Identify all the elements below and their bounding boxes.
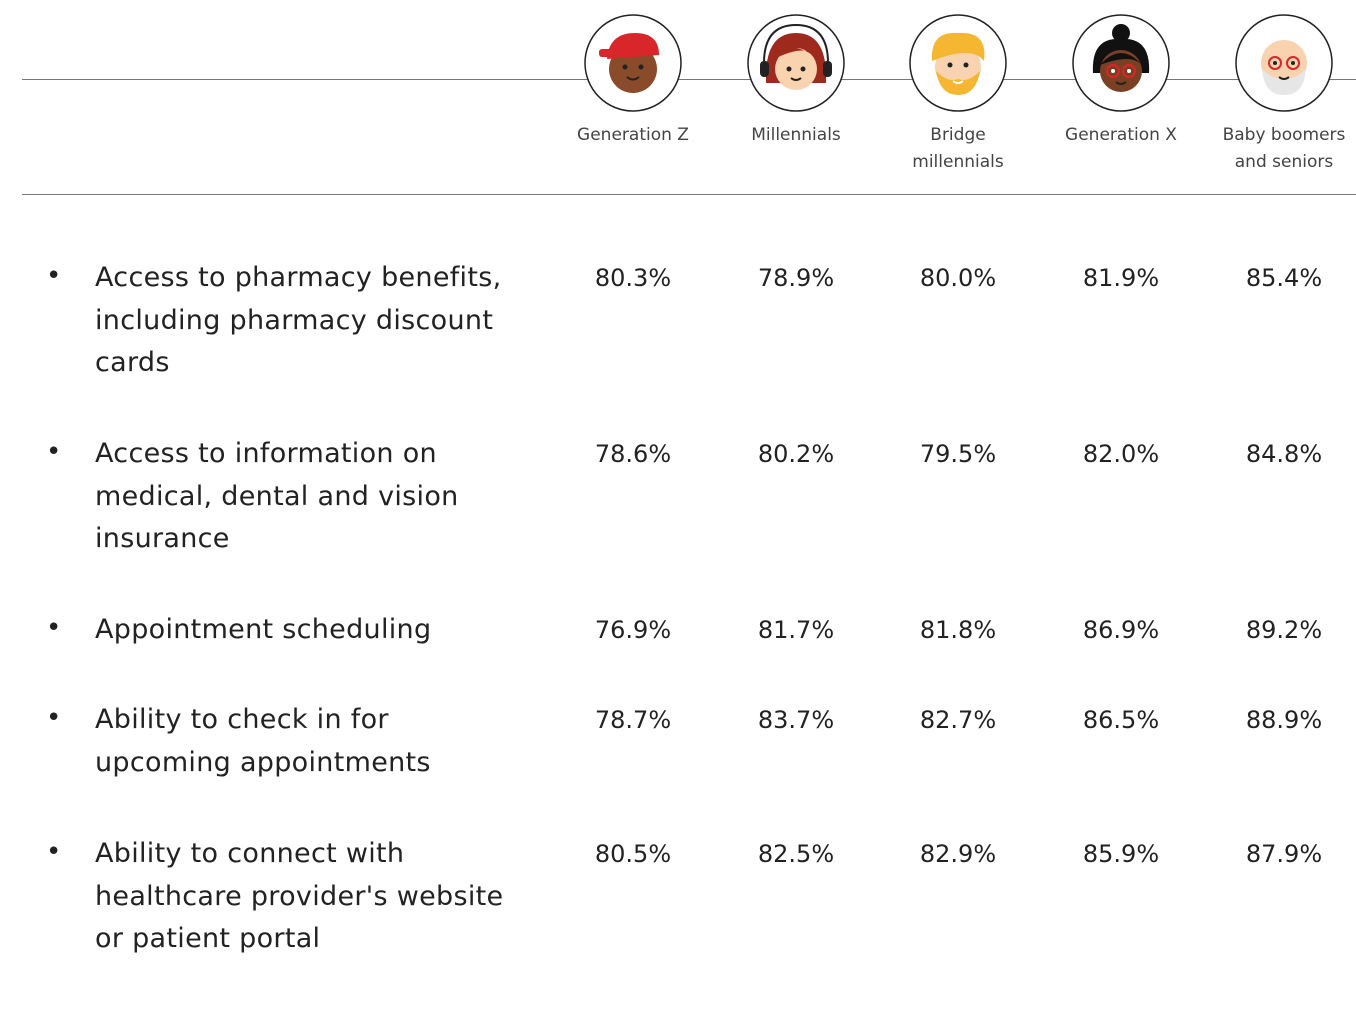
cell-value: 82.7% xyxy=(919,706,997,734)
header-rule xyxy=(22,194,1356,195)
cell-value: 78.9% xyxy=(757,264,835,292)
cell-value: 81.8% xyxy=(919,616,997,644)
cell-value: 82.9% xyxy=(919,840,997,868)
cell-value: 80.3% xyxy=(594,264,672,292)
top-rule xyxy=(22,79,1356,80)
cell-value: 78.6% xyxy=(594,440,672,468)
cell-value: 87.9% xyxy=(1245,840,1323,868)
row-label: Access to pharmacy benefits, including p… xyxy=(95,262,502,378)
cell-value: 86.9% xyxy=(1082,616,1160,644)
bullet: • xyxy=(46,613,62,643)
cell-value: 81.7% xyxy=(757,616,835,644)
cell-value: 89.2% xyxy=(1245,616,1323,644)
bullet: • xyxy=(46,837,62,867)
cell-value: 78.7% xyxy=(594,706,672,734)
row-label: Appointment scheduling xyxy=(95,614,432,645)
bullet: • xyxy=(46,437,62,467)
cell-value: 85.4% xyxy=(1245,264,1323,292)
cell-value: 82.5% xyxy=(757,840,835,868)
cell-value: 80.2% xyxy=(757,440,835,468)
column-header: Generation Z xyxy=(577,125,689,145)
avatar-millennials xyxy=(747,14,845,112)
avatar-boomers xyxy=(1235,14,1333,112)
cell-value: 86.5% xyxy=(1082,706,1160,734)
column-header: Millennials xyxy=(751,125,841,145)
cell-value: 83.7% xyxy=(757,706,835,734)
avatar-bridge-millennials xyxy=(909,14,1007,112)
avatar-gen-x xyxy=(1072,14,1170,112)
cell-value: 76.9% xyxy=(594,616,672,644)
cell-value: 82.0% xyxy=(1082,440,1160,468)
bullet: • xyxy=(46,703,62,733)
avatars xyxy=(584,14,1333,112)
column-header: Baby boomers and seniors xyxy=(1222,125,1346,172)
cell-value: 80.0% xyxy=(919,264,997,292)
cell-value: 85.9% xyxy=(1082,840,1160,868)
cell-value: 88.9% xyxy=(1245,706,1323,734)
row-label: Ability to connect with healthcare provi… xyxy=(95,838,504,954)
bullet: • xyxy=(46,261,62,291)
row-label: Access to information on medical, dental… xyxy=(95,438,459,554)
cell-value: 79.5% xyxy=(919,440,997,468)
cell-value: 80.5% xyxy=(594,840,672,868)
column-header: Bridge millennials xyxy=(912,125,1004,172)
cell-value: 84.8% xyxy=(1245,440,1323,468)
avatar-gen-z xyxy=(584,14,682,112)
column-header: Generation X xyxy=(1065,125,1177,145)
row-label: Ability to check in for upcoming appoint… xyxy=(95,704,431,778)
cell-value: 81.9% xyxy=(1082,264,1160,292)
